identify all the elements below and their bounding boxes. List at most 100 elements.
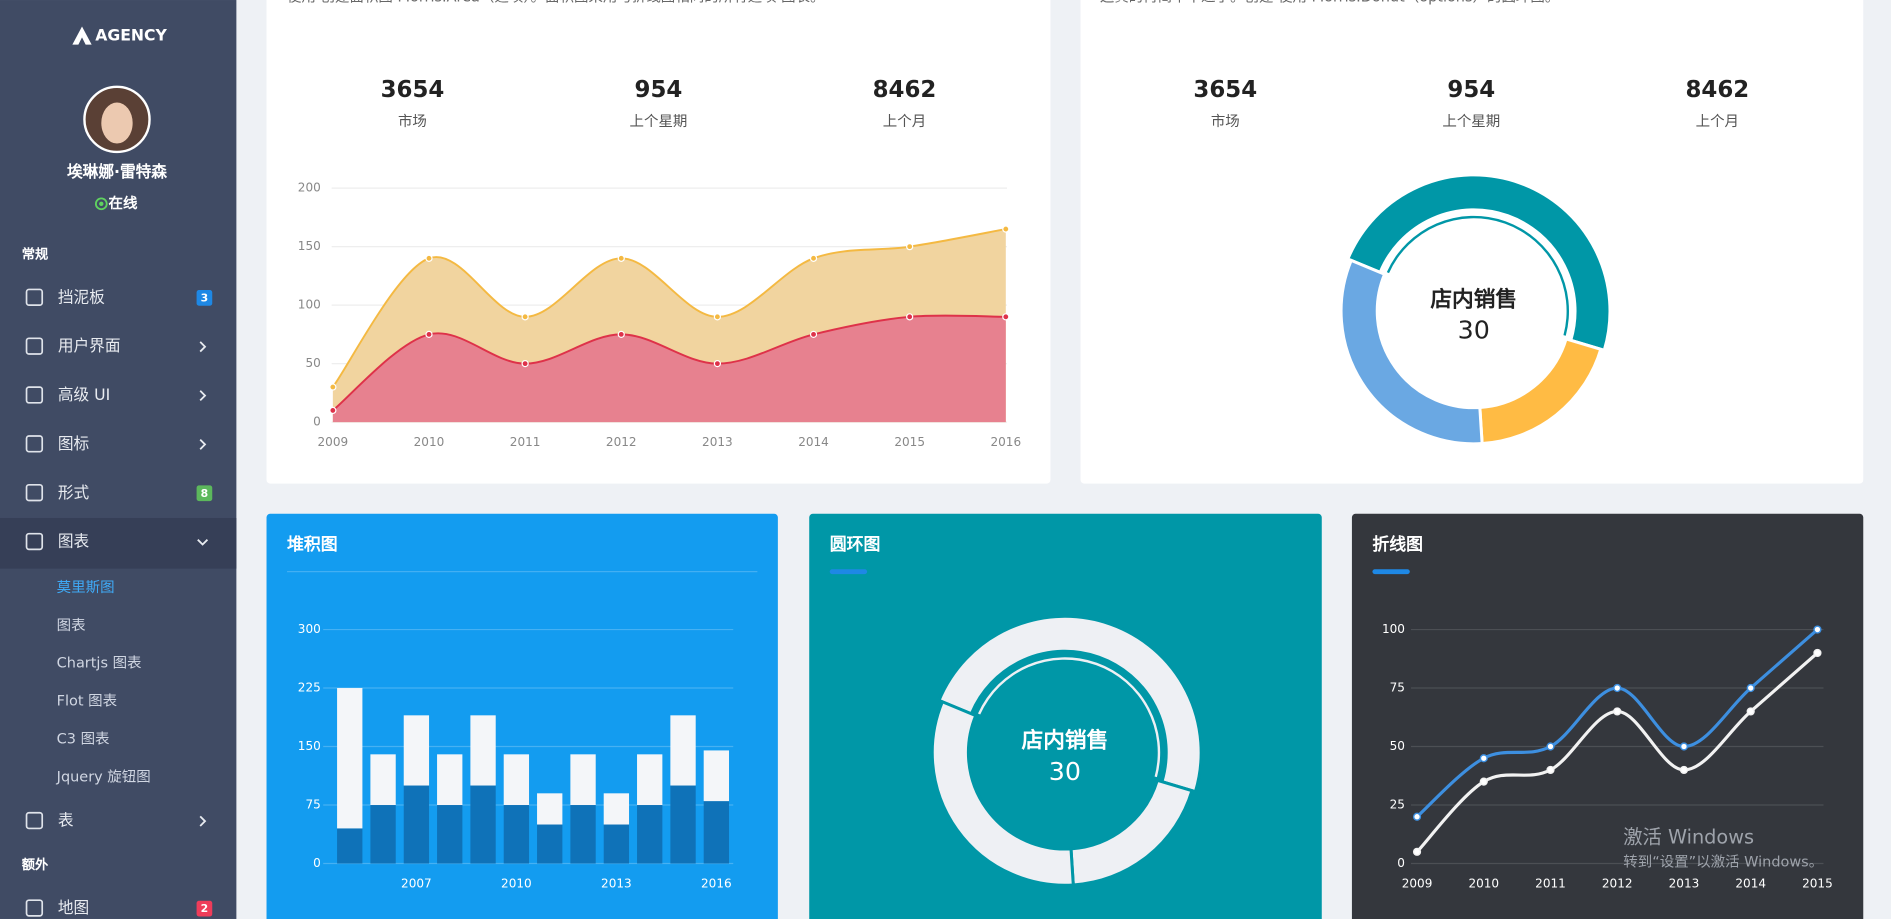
x-tick-label: 2010 (414, 435, 445, 449)
nav-item[interactable]: 图表 (58, 532, 90, 551)
stat-label: 上个星期 (1442, 113, 1500, 130)
point (425, 254, 433, 262)
stat-label: 上个月 (883, 113, 926, 130)
point (1546, 742, 1555, 751)
stat-value: 3654 (381, 77, 445, 103)
stat-label: 上个星期 (630, 113, 688, 130)
nav-subitem[interactable]: C3 图表 (57, 730, 110, 747)
nav-item[interactable]: 用户界面 (58, 336, 121, 355)
card-title: 堆积图 (287, 534, 338, 554)
bar-segment (370, 805, 396, 864)
y-tick-label: 300 (298, 622, 321, 636)
nav-item[interactable]: 地图 (58, 898, 89, 917)
nav-subitem[interactable]: Flot 图表 (57, 693, 117, 710)
nav-badge (196, 290, 213, 306)
donut-card-teal (809, 513, 1322, 919)
y-tick-label: 50 (305, 356, 320, 370)
stat-value: 954 (1447, 77, 1495, 103)
point (617, 254, 625, 262)
nav-icon (25, 386, 44, 404)
nav-subitem[interactable]: 莫里斯图 (57, 579, 115, 596)
bar-segment (570, 805, 596, 864)
point (1679, 742, 1689, 751)
x-tick-label: 2016 (990, 435, 1021, 449)
nav-icon (25, 532, 44, 551)
nav-icon (25, 288, 44, 306)
bar-segment (537, 793, 563, 825)
nav-subitem[interactable]: Jquery 旋钮图 (56, 768, 151, 785)
point (1746, 683, 1755, 693)
point (1002, 313, 1010, 321)
donut-card (1080, 0, 1864, 484)
x-tick-label: 2013 (1669, 877, 1700, 891)
nav-icon (25, 337, 44, 355)
nav-icon (25, 899, 44, 917)
point (425, 330, 433, 338)
panel-description: 使用 创建面积图 Morris.Area（选项）。面积图采用与折线图相同的所有选… (287, 0, 825, 6)
x-tick-label: 2012 (1602, 877, 1633, 891)
bar-segment (403, 715, 430, 786)
title-underline (829, 569, 868, 575)
nav-icon (25, 483, 44, 502)
nav-item[interactable]: 高级 UI (58, 385, 110, 404)
bar-segment (337, 688, 363, 829)
point (713, 360, 722, 368)
bar-segment (603, 824, 630, 864)
nav-item[interactable]: 表 (58, 811, 74, 830)
nav-badge-text: 3 (201, 291, 209, 304)
stat-value: 3654 (1193, 77, 1257, 103)
bar-segment (703, 801, 730, 864)
x-tick-label: 2010 (1468, 877, 1499, 891)
y-tick-label: 0 (313, 856, 321, 870)
x-tick-label: 2011 (1535, 877, 1566, 891)
nav-active-bg (0, 517, 237, 569)
user-status: 在线 (109, 194, 138, 212)
stat-label: 上个月 (1696, 113, 1739, 130)
x-tick-label: 2007 (401, 877, 432, 891)
bar-segment (503, 754, 530, 806)
nav-subitem[interactable]: Chartjs 图表 (57, 655, 142, 672)
bar-segment (637, 754, 663, 806)
nav-icon (25, 435, 44, 453)
bar-segment (703, 750, 730, 802)
nav-badge-text: 8 (201, 487, 209, 500)
donut-value: 30 (1049, 756, 1081, 786)
donut-segment (937, 614, 1203, 794)
point (329, 406, 337, 415)
x-tick-label: 2011 (510, 435, 541, 449)
stat-label: 市场 (398, 113, 427, 130)
y-tick-label: 0 (313, 415, 321, 429)
sidebar (0, 0, 237, 919)
bar-segment (603, 793, 630, 825)
nav-badge (196, 900, 213, 917)
x-tick-label: 2015 (1802, 877, 1833, 891)
point (617, 330, 625, 338)
x-tick-label: 2014 (798, 435, 829, 449)
point (1479, 754, 1488, 763)
point (1746, 707, 1755, 716)
status-dot (99, 201, 104, 206)
point (809, 254, 818, 262)
x-tick-label: 2015 (894, 435, 925, 449)
nav-item[interactable]: 图标 (58, 434, 89, 453)
avatar-face (101, 102, 133, 144)
y-tick-label: 50 (1390, 739, 1405, 753)
y-tick-label: 75 (305, 798, 320, 812)
donut-label: 店内销售 (1022, 728, 1109, 754)
watermark-text: 转到“设置”以激活 Windows。 (1623, 853, 1823, 870)
stat-label: 市场 (1211, 113, 1240, 130)
nav-item[interactable]: 挡泥板 (58, 287, 105, 306)
bar-segment (437, 754, 463, 806)
nav-subitem[interactable]: 图表 (57, 617, 86, 634)
point (521, 313, 529, 321)
nav-item[interactable]: 形式 (58, 483, 90, 502)
area-fill (332, 315, 1006, 423)
card-title: 折线图 (1372, 534, 1423, 554)
title-underline (1372, 569, 1410, 575)
y-tick-label: 0 (1397, 856, 1405, 870)
y-tick-label: 150 (298, 239, 321, 253)
nav-badge (196, 485, 213, 502)
bar-segment (503, 805, 530, 864)
bar-segment (637, 805, 663, 864)
stat-value: 954 (635, 77, 683, 103)
